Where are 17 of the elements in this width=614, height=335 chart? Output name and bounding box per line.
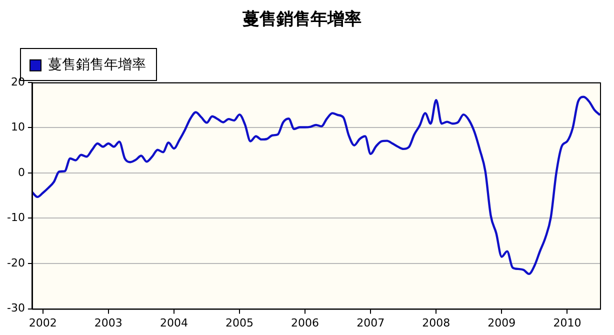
- x-tick-label: 2010: [553, 316, 582, 330]
- y-tick-label: 0: [18, 166, 25, 179]
- y-tick-label: -20: [7, 256, 25, 270]
- x-tick-label: 2008: [422, 316, 450, 330]
- legend-label: 蔓售銷售年增率: [48, 57, 146, 74]
- line-series: [32, 96, 600, 276]
- x-tick-label: 2007: [356, 316, 385, 330]
- x-tick-label: 2005: [226, 316, 254, 330]
- chart-title: 蔓售銷售年增率: [242, 10, 362, 30]
- x-tick-label: 2006: [291, 316, 320, 330]
- x-tick-label: 2003: [94, 316, 122, 330]
- x-tick-label: 2009: [488, 316, 516, 330]
- y-tick-label: -30: [7, 302, 25, 315]
- y-tick-label: -10: [7, 211, 25, 224]
- y-tick-label: 10: [10, 120, 25, 134]
- x-tick-label: 2002: [28, 316, 57, 330]
- x-tick-label: 2004: [160, 316, 188, 330]
